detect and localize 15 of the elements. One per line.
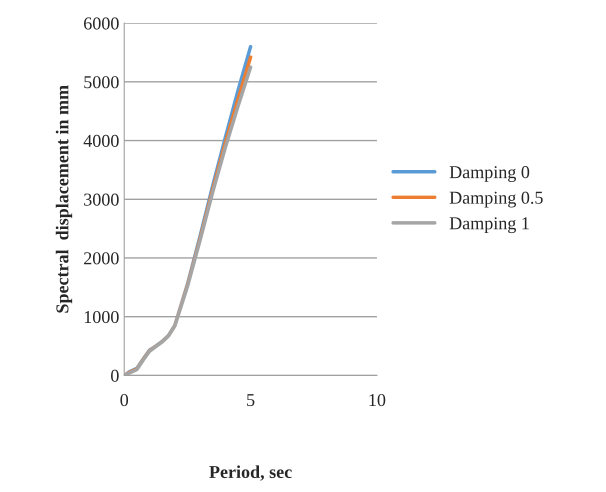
y-axis-title: Spectral displacement in mm <box>56 85 72 313</box>
legend-label: Damping 0 <box>450 166 530 182</box>
y-tick-label: 4000 <box>84 134 119 147</box>
y-tick-label: 0 <box>111 370 119 382</box>
legend-label: Damping 0.5 <box>450 192 543 208</box>
x-tick-label: 10 <box>369 394 386 406</box>
legend-label: Damping 1 <box>450 217 529 234</box>
y-tick-label: 1000 <box>84 310 119 324</box>
x-tick-label: 0 <box>120 394 128 406</box>
y-tick-label: 5000 <box>84 76 119 88</box>
y-tick-label: 6000 <box>84 17 119 30</box>
x-axis-title: Period, sec <box>209 465 292 481</box>
x-tick-label: 5 <box>247 394 254 406</box>
y-tick-label: 3000 <box>84 194 119 206</box>
y-tick-label: 2000 <box>84 252 119 264</box>
